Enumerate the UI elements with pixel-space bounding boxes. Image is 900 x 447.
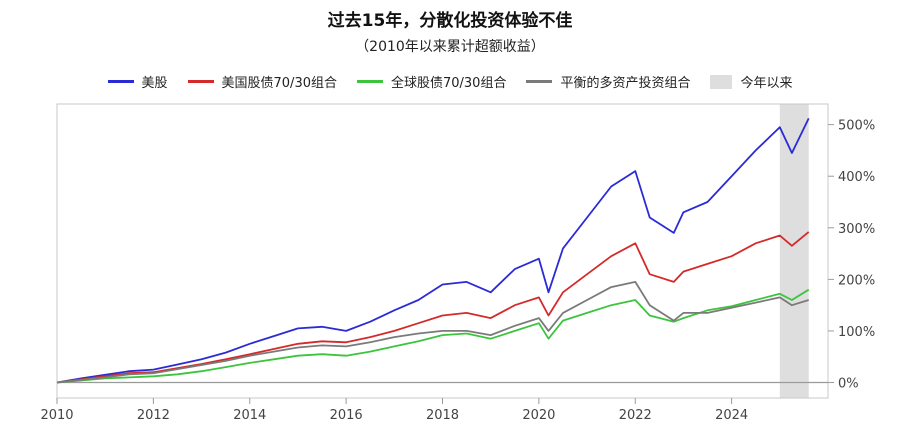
x-tick-label: 2010	[40, 408, 73, 423]
x-tick-label: 2018	[426, 408, 459, 423]
y-tick-label: 0%	[838, 377, 859, 392]
x-tick-label: 2016	[330, 408, 363, 423]
legend-swatch-ytd	[710, 74, 733, 89]
series-line-us-70-30	[56, 231, 810, 384]
chart-subtitle: （2010年以来累计超额收益）	[355, 39, 545, 55]
legend-item-us-70-30: 美国股债70/30组合	[187, 72, 337, 91]
y-tick-label: 500%	[838, 119, 875, 134]
legend-label-multi-asset: 平衡的多资产投资组合	[560, 76, 691, 91]
legend-item-ytd: 今年以来	[710, 72, 792, 91]
legend-item-global-70-30: 全球股债70/30组合	[356, 72, 507, 91]
legend-swatch-us-equity	[107, 80, 134, 83]
legend-item-us-equity: 美股	[107, 72, 168, 91]
series-line-us-equity	[56, 118, 810, 384]
x-tick-label: 2022	[619, 408, 652, 423]
ytd-shaded-region	[779, 104, 809, 398]
y-tick-label: 400%	[838, 170, 875, 185]
x-tick-label: 2024	[715, 408, 748, 423]
legend-label-us-equity: 美股	[141, 76, 168, 91]
x-tick-label: 2020	[522, 408, 555, 423]
legend-label-us-70-30: 美国股债70/30组合	[221, 76, 337, 91]
chart-title: 过去15年，分散化投资体验不佳	[327, 11, 573, 31]
series-line-multi-asset	[56, 280, 809, 384]
series-line-global-70-30	[56, 288, 810, 384]
y-tick-label: 100%	[838, 325, 875, 340]
y-tick-label: 300%	[838, 222, 875, 237]
x-tick-label: 2012	[137, 408, 170, 423]
legend-label-ytd: 今年以来	[740, 76, 793, 91]
x-tick-label: 2014	[233, 408, 266, 423]
legend-swatch-global-70-30	[356, 80, 383, 83]
legend-swatch-us-70-30	[187, 80, 214, 83]
y-tick-label: 200%	[838, 273, 875, 288]
legend: 美股 美国股债70/30组合 全球股债70/30组合 平衡的多资产投资组合 今年…	[0, 72, 900, 91]
legend-swatch-multi-asset	[526, 80, 553, 83]
legend-item-multi-asset: 平衡的多资产投资组合	[526, 72, 690, 91]
legend-label-global-70-30: 全球股债70/30组合	[390, 76, 507, 91]
plot-frame	[56, 103, 829, 399]
